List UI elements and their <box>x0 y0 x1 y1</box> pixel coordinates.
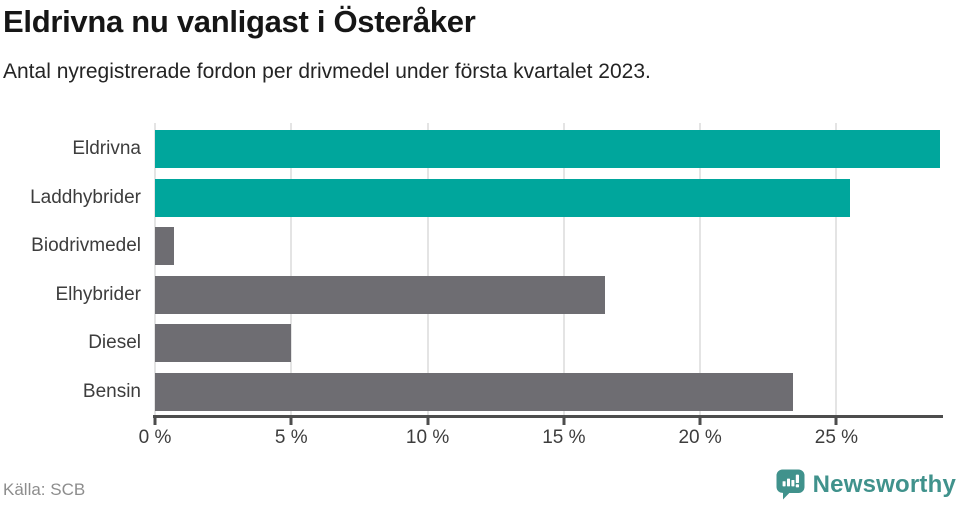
x-axis-line <box>153 415 943 418</box>
bar-row <box>155 125 940 174</box>
bars <box>155 125 940 416</box>
bar-row <box>155 174 940 223</box>
x-axis-tick <box>698 418 702 425</box>
gridline <box>835 123 838 418</box>
x-axis-tick-label: 5 % <box>274 427 308 448</box>
bar <box>155 227 175 266</box>
x-axis-tick-label: 25 % <box>814 427 859 448</box>
x-axis-tick <box>153 418 157 425</box>
gridline <box>290 123 293 418</box>
category-label: Bensin <box>82 380 141 402</box>
chart-subtitle: Antal nyregistrerade fordon per drivmede… <box>3 60 651 83</box>
bar-row <box>155 368 940 417</box>
bar-row <box>155 319 940 368</box>
bar <box>155 275 605 314</box>
x-axis-tick <box>834 418 838 425</box>
gridline <box>699 123 702 418</box>
gridline <box>562 123 565 418</box>
x-axis-tick <box>562 418 566 425</box>
x-axis-tick-label: 10 % <box>405 427 450 448</box>
gridline <box>426 123 429 418</box>
newsworthy-speech-bubble-chart-icon <box>776 469 805 501</box>
category-label: Diesel <box>88 332 141 354</box>
x-axis-tick <box>289 418 293 425</box>
bar <box>155 324 292 363</box>
x-axis-tick-label: 20 % <box>678 427 722 448</box>
bar-row <box>155 271 940 320</box>
newsworthy-wordmark: Newsworthy <box>812 471 956 498</box>
category-label: Biodrivmedel <box>31 235 141 257</box>
x-axis-tick-label: 0 % <box>138 427 172 448</box>
category-label: Elhybrider <box>55 283 141 305</box>
bar-row <box>155 222 940 271</box>
category-label: Laddhybrider <box>30 186 141 208</box>
category-label: Eldrivna <box>72 138 141 160</box>
x-axis-tick-labels: 0 % 5 % 10 % 15 % 20 % 25 % <box>139 427 940 451</box>
bar-chart-plot-area <box>154 123 940 418</box>
x-axis-tick <box>426 418 430 425</box>
source-note: Källa: SCB <box>3 480 86 499</box>
category-labels: Eldrivna Laddhybrider Biodrivmedel Elhybrid… <box>0 125 141 416</box>
bar <box>155 178 851 217</box>
bar <box>155 130 940 169</box>
gridlines <box>154 123 940 418</box>
chart-title: Eldrivna nu vanligast i Österåker <box>3 4 476 39</box>
x-axis-tick-label: 15 % <box>542 427 586 448</box>
newsworthy-logo: Newsworthy <box>776 469 956 501</box>
gridline <box>154 123 156 418</box>
x-axis-ticks <box>153 418 940 425</box>
bar <box>155 372 793 411</box>
